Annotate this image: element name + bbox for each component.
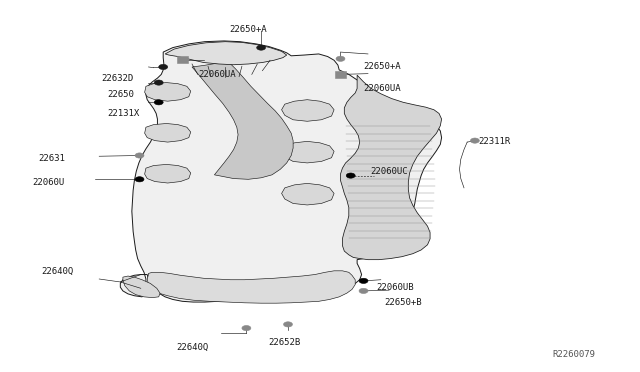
Circle shape [359,278,368,283]
Polygon shape [145,124,191,142]
Text: 22640Q: 22640Q [42,267,74,276]
Circle shape [284,322,292,327]
Polygon shape [147,271,355,303]
Polygon shape [145,83,191,101]
Text: 22650+A: 22650+A [364,62,401,71]
Circle shape [470,138,479,143]
Bar [177,56,188,63]
Text: 22640Q: 22640Q [176,343,208,352]
Text: 22652B: 22652B [269,338,301,347]
Polygon shape [340,75,442,260]
Text: 22060U: 22060U [32,178,64,187]
Polygon shape [123,276,160,298]
Polygon shape [192,62,293,179]
Text: 22060UB: 22060UB [376,283,414,292]
Polygon shape [120,41,442,302]
Text: R2260079: R2260079 [552,350,595,359]
Polygon shape [282,141,334,163]
Text: 22060UA: 22060UA [364,84,401,93]
Text: 22060UC: 22060UC [370,167,408,176]
Text: 22650+A: 22650+A [229,25,267,34]
Circle shape [159,64,168,70]
Circle shape [257,45,266,50]
Polygon shape [282,100,334,121]
Polygon shape [282,183,334,205]
Polygon shape [165,42,287,65]
Bar [335,71,346,78]
Circle shape [242,326,251,331]
Text: 22311R: 22311R [479,137,511,146]
Text: 22131X: 22131X [108,109,140,118]
Circle shape [359,288,368,294]
Circle shape [135,177,144,182]
Text: 22632D: 22632D [101,74,133,83]
Text: 22060UA: 22060UA [198,70,236,79]
Text: 22650+B: 22650+B [384,298,422,307]
Circle shape [346,173,355,178]
Circle shape [336,56,345,61]
Circle shape [154,80,163,85]
Circle shape [135,153,144,158]
Polygon shape [145,164,191,183]
Circle shape [154,100,163,105]
Text: 22650: 22650 [108,90,134,99]
Text: 22631: 22631 [38,154,65,163]
